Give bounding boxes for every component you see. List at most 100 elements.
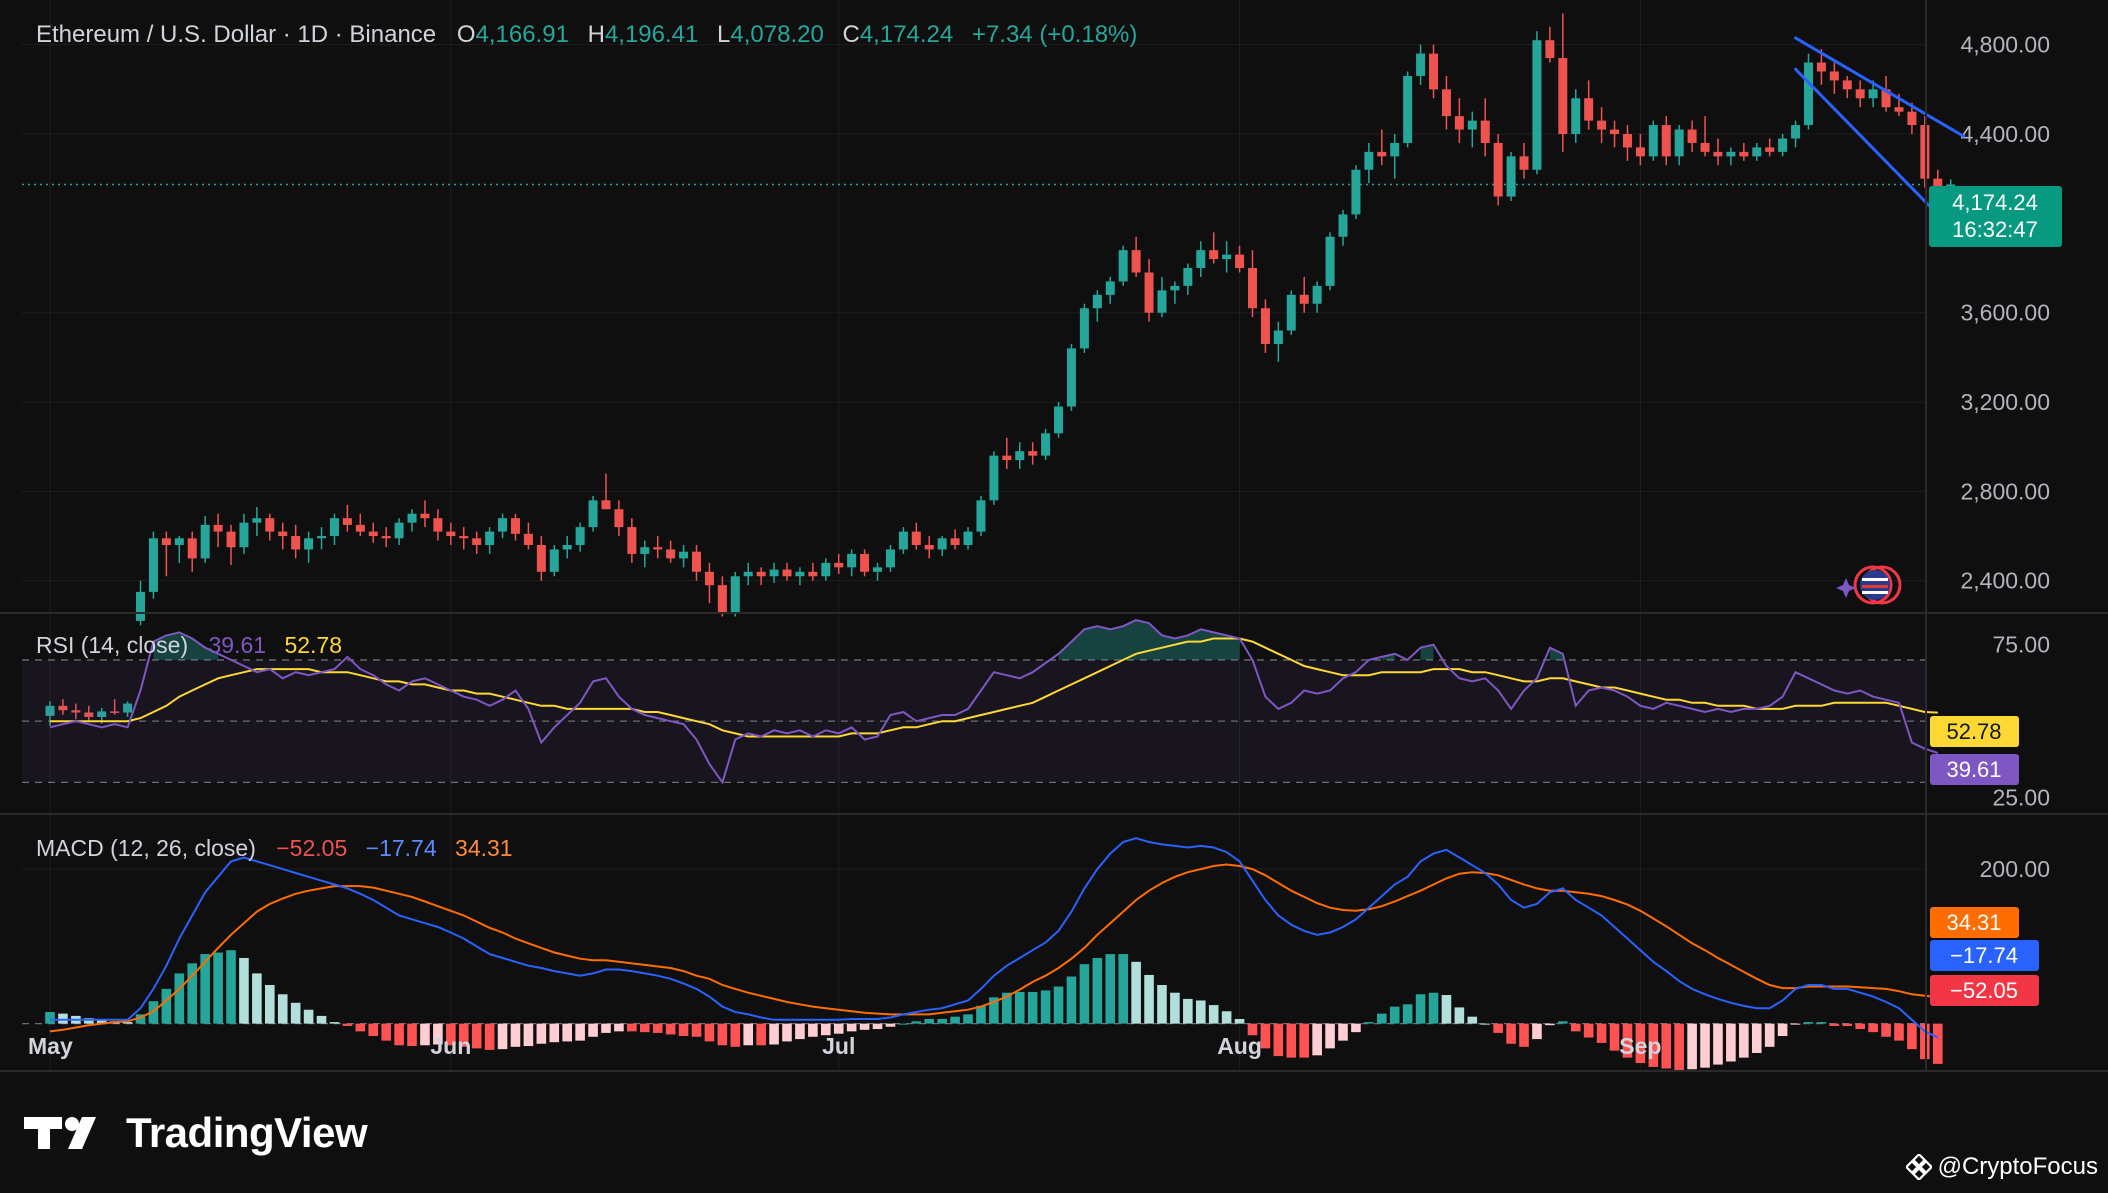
macd-legend: MACD (12, 26, close) −52.05 −17.74 34.31	[36, 835, 513, 861]
binance-icon	[1905, 1154, 1932, 1180]
macd-histogram-bar	[1415, 994, 1426, 1024]
time-axis-label: Jul	[822, 1033, 855, 1059]
candle-body	[1739, 151, 1749, 157]
macd-histogram-bar	[536, 1023, 547, 1044]
macd-histogram-bar	[1648, 1023, 1659, 1067]
candle-body	[1803, 62, 1813, 126]
macd-histogram-bar	[846, 1023, 857, 1032]
time-axis[interactable]: May Jun Jul Aug Sep	[0, 0, 2108, 1072]
candle-body	[1144, 272, 1154, 313]
time-axis-label: Jun	[430, 1033, 471, 1059]
rsi-pane[interactable]: 25.00 75.00	[22, 619, 2050, 811]
candle-body	[304, 538, 314, 550]
candle-body	[1674, 129, 1684, 157]
macd-histogram-bar	[252, 973, 262, 1024]
macd-histogram-bar	[1441, 995, 1452, 1024]
rsi-tag-value: 39.61	[1946, 757, 2001, 782]
candle-body	[1648, 125, 1658, 157]
candle-body	[342, 518, 352, 525]
rsi-legend-value: 39.61	[209, 632, 267, 658]
macd-histogram-bar	[1907, 1023, 1917, 1050]
candle-body	[601, 500, 611, 510]
macd-histogram-bar	[523, 1023, 534, 1047]
candle-body	[148, 538, 158, 592]
macd-histogram-bar	[1183, 998, 1193, 1024]
candle-body	[1299, 294, 1309, 304]
candle-body	[1079, 308, 1089, 349]
macd-pane[interactable]: 200.00	[22, 837, 2050, 1070]
candle-body	[1170, 285, 1180, 291]
macd-histogram-bar	[950, 1016, 960, 1024]
macd-axis-tick: 200.00	[1980, 856, 2050, 882]
macd-histogram-bar	[1480, 1023, 1491, 1025]
candle-body	[200, 524, 210, 559]
macd-histogram-bar	[1079, 964, 1090, 1024]
macd-histogram-bar	[859, 1023, 870, 1030]
macd-histogram-bar	[1622, 1023, 1633, 1058]
candle-body	[834, 562, 844, 568]
rsi-ma-tag-value: 52.78	[1946, 719, 2001, 744]
macd-histogram-bar	[1351, 1023, 1361, 1033]
candle-body	[1351, 169, 1361, 215]
macd-histogram-bar	[1144, 974, 1154, 1024]
candle-body	[1713, 151, 1723, 157]
macd-histogram-bar	[665, 1023, 676, 1035]
macd-histogram-bar	[821, 1023, 831, 1036]
candle-body	[265, 518, 275, 532]
macd-histogram-bar	[652, 1023, 663, 1033]
macd-histogram-bar	[446, 1023, 456, 1046]
macd-histogram-bar	[1286, 1023, 1297, 1058]
rsi-tag-box	[1930, 754, 2019, 785]
rsi-ma-tag-box	[1930, 716, 2019, 747]
macd-histogram-bar	[756, 1023, 766, 1046]
macd-tag-value: −17.74	[1950, 943, 2018, 968]
candle-body	[756, 571, 766, 577]
macd-histogram-bar	[1338, 1023, 1348, 1041]
candle-body	[1933, 178, 1943, 187]
macd-histogram-bar	[510, 1023, 521, 1047]
candle-body	[1545, 40, 1555, 59]
candle-body	[1377, 151, 1387, 157]
macd-histogram-bar	[122, 1022, 133, 1024]
candle-body	[329, 518, 339, 537]
macd-line	[50, 837, 1939, 1039]
macd-histogram-bar	[58, 1013, 68, 1024]
macd-histogram-bar	[1545, 1023, 1555, 1026]
candle-body	[1661, 125, 1671, 157]
candle-body	[226, 531, 236, 548]
candle-body	[588, 500, 598, 528]
macd-histogram-bar	[885, 1023, 896, 1027]
candle-body	[1222, 254, 1232, 260]
candle-body	[291, 536, 301, 550]
candle-body	[1855, 89, 1865, 99]
macd-histogram-bar	[1596, 1023, 1607, 1043]
macd-histogram-bar	[782, 1023, 792, 1042]
macd-histogram-bar	[1700, 1023, 1710, 1068]
price-pane[interactable]: 2,400.00 2,800.00 3,200.00 3,600.00 4,400.00…	[0, 0, 2108, 1070]
rsi-overbought-fill	[1420, 644, 1434, 660]
tradingview-brand[interactable]: TradingView	[24, 1108, 368, 1158]
time-axis-label: Sep	[1619, 1033, 1661, 1059]
candle-body	[239, 522, 249, 548]
candle-body	[1726, 151, 1736, 157]
macd-histogram-bar	[83, 1018, 94, 1024]
close-value: 4,174.24	[860, 21, 953, 48]
candle-body	[860, 553, 870, 572]
candle-body	[924, 544, 934, 550]
macd-histogram-bar	[1842, 1023, 1853, 1026]
candle-body	[213, 524, 223, 532]
macd-histogram-bar	[976, 1005, 986, 1024]
macd-histogram-bar	[1932, 1023, 1943, 1064]
macd-histogram-bar	[1402, 1004, 1413, 1024]
macd-histogram-bar	[1726, 1023, 1736, 1062]
rsi-overbought-fill	[1549, 647, 1563, 660]
candle-body	[1868, 89, 1878, 99]
candle-body	[1157, 290, 1167, 313]
candle-body	[1416, 53, 1426, 76]
macd-histogram-bar	[691, 1023, 702, 1037]
macd-histogram-bar	[1299, 1023, 1310, 1058]
macd-histogram-bar	[342, 1023, 353, 1026]
events-flag-icon[interactable]	[1836, 565, 1902, 605]
macd-histogram-bar	[1855, 1023, 1865, 1030]
